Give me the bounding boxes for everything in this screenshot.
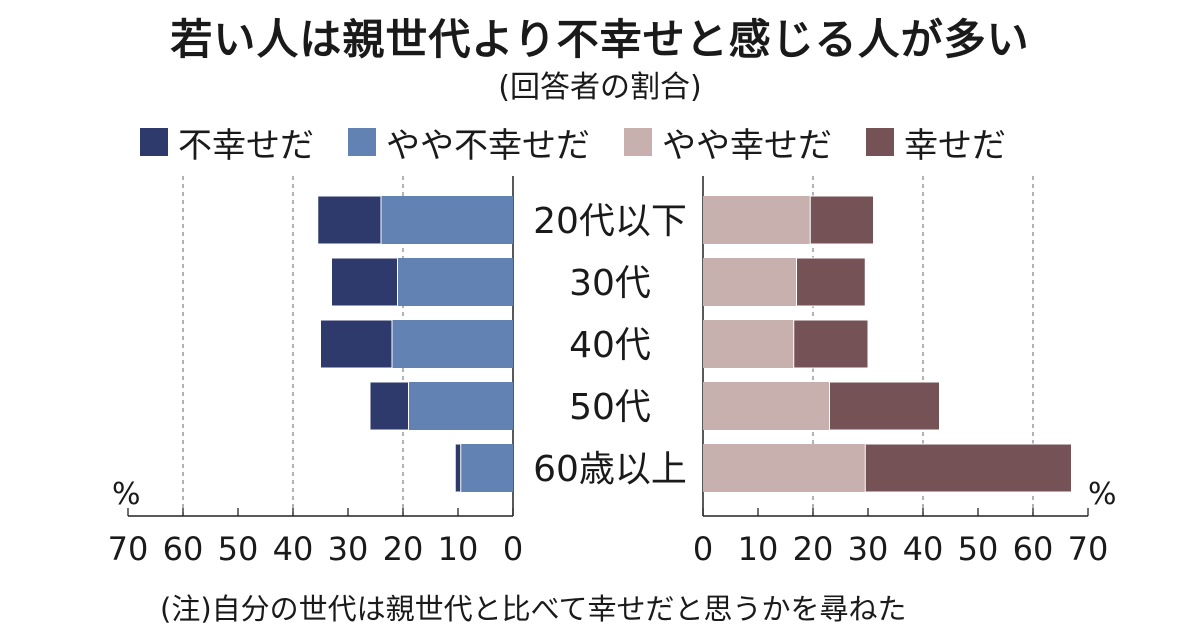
bar-somewhat-happy [703,196,811,244]
tick-label-right: 60 [1013,530,1054,568]
tick-label-left: 20 [383,530,424,568]
bar-somewhat-unhappy [397,258,513,306]
tick-label-left: 10 [438,530,479,568]
tick-label-right: 30 [848,530,889,568]
legend-swatch [140,128,168,156]
category-label: 60歳以上 [533,449,687,490]
tick-label-left: 50 [218,530,259,568]
chart-title: 若い人は親世代より不幸せと感じる人が多い [170,15,1030,64]
tick-label-right: 50 [958,530,999,568]
bar-happy [793,319,869,369]
legend-swatch [624,128,652,156]
legend: 不幸せだ やや不幸せだ やや幸せだ 幸せだ [140,118,1040,167]
tick-label-left: 40 [273,530,314,568]
legend-label: 不幸せだ [178,125,314,166]
legend-item-happy: 幸せだ [866,118,1006,167]
bar-somewhat-happy [703,258,797,306]
category-label: 40代 [569,325,651,366]
bar-somewhat-unhappy [392,320,513,368]
bar-somewhat-happy [703,320,794,368]
legend-label: 幸せだ [904,125,1006,166]
legend-label: やや幸せだ [662,125,832,166]
bar-somewhat-unhappy [381,196,513,244]
bar-somewhat-unhappy [460,444,513,492]
bar-somewhat-unhappy [408,382,513,430]
tick-label-left: 0 [503,530,523,568]
tick-label-left: 60 [163,530,204,568]
bar-happy [796,257,866,307]
tick-label-right: 20 [793,530,834,568]
unit-label-right: % [1088,477,1117,512]
category-label: 50代 [569,387,651,428]
category-label: 30代 [569,263,651,304]
legend-item-somewhat-happy: やや幸せだ [624,118,832,167]
bar-happy [809,195,874,245]
legend-swatch [866,128,894,156]
tick-label-right: 70 [1068,530,1109,568]
tick-label-left: 70 [108,530,149,568]
unit-label-left: % [112,477,141,512]
chart-subtitle: (回答者の割合) [498,70,702,105]
legend-swatch [348,128,376,156]
legend-item-very-unhappy: 不幸せだ [140,118,314,167]
bar-happy [864,443,1072,493]
tick-label-left: 30 [328,530,369,568]
legend-label: やや不幸せだ [386,125,590,166]
bar-very-unhappy [369,381,409,431]
legend-item-somewhat-unhappy: やや不幸せだ [348,118,590,167]
bar-very-unhappy [317,195,382,245]
tick-label-right: 10 [738,530,779,568]
bar-very-unhappy [320,319,393,369]
tick-label-right: 40 [903,530,944,568]
footnote: (注)自分の世代は親世代と比べて幸せだと思うかを尋ねた [160,592,907,626]
tick-label-right: 0 [693,530,713,568]
bar-somewhat-happy [703,444,866,492]
bar-happy [829,381,940,431]
bar-very-unhappy [454,443,462,493]
bar-very-unhappy [331,257,398,307]
category-label: 20代以下 [533,201,687,242]
bar-somewhat-happy [703,382,830,430]
